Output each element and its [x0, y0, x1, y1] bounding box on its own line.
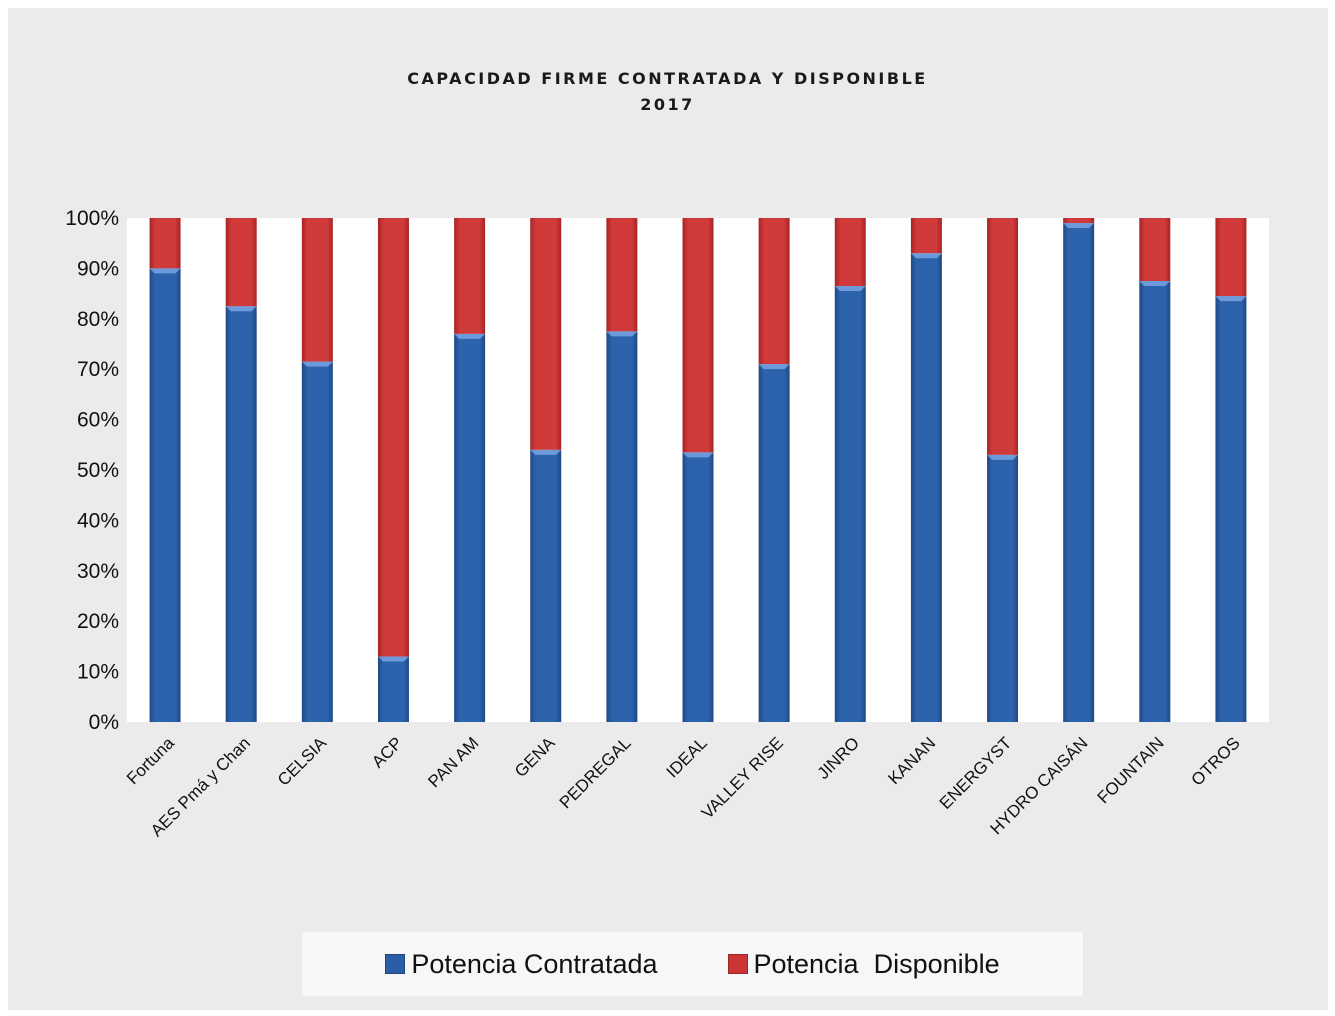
x-tick-label: Fortuna	[123, 733, 178, 788]
x-tick-label: VALLEY RISE	[698, 733, 787, 822]
bar-bevel	[530, 449, 562, 455]
y-tick-label: 40%	[77, 509, 119, 532]
bar-potencia-disponible	[1063, 218, 1095, 224]
bar-potencia-contratada	[225, 306, 257, 722]
bar-potencia-contratada	[606, 331, 638, 722]
y-tick-label: 100%	[65, 207, 119, 230]
bar-bevel	[454, 333, 486, 339]
bar-potencia-disponible	[834, 218, 866, 287]
x-tick-label: CELSIA	[274, 733, 331, 790]
x-tick-label: OTROS	[1188, 733, 1244, 789]
legend-item-disponible: Potencia Disponible	[727, 948, 1000, 980]
bars	[149, 218, 1247, 723]
y-tick-label: 90%	[77, 257, 119, 280]
bar-potencia-contratada	[1215, 296, 1247, 722]
bar-bevel	[758, 364, 790, 370]
x-tick-label: ACP	[368, 733, 406, 771]
bar-potencia-contratada	[910, 253, 942, 722]
bar-potencia-contratada	[454, 333, 486, 722]
y-axis: 0% 10% 20% 30% 40% 50% 60% 70% 80% 90% 100%	[65, 207, 119, 734]
legend-item-contratada: Potencia Contratada	[385, 948, 658, 980]
bar-potencia-disponible	[301, 218, 333, 362]
bar-potencia-disponible	[1215, 218, 1247, 297]
legend-swatch-disponible	[727, 954, 748, 974]
bar-bevel	[225, 306, 257, 312]
bar-bevel	[1139, 281, 1171, 286]
bar-potencia-disponible	[377, 218, 409, 657]
chart-title: CAPACIDAD FIRME CONTRATADA Y DISPONIBLE	[407, 69, 928, 88]
x-tick-label: ENERGYST	[936, 733, 1016, 813]
x-tick-label: KANAN	[884, 733, 939, 788]
bar-potencia-contratada	[1139, 281, 1171, 722]
bar-bevel	[1215, 296, 1247, 302]
x-tick-label: GENA	[511, 733, 559, 781]
bar-bevel	[834, 286, 866, 292]
bar-potencia-contratada	[682, 452, 714, 722]
x-tick-label: FOUNTAIN	[1094, 733, 1168, 807]
y-tick-label: 0%	[89, 711, 119, 734]
x-tick-label: PEDREGAL	[556, 733, 635, 812]
bar-potencia-disponible	[758, 218, 790, 365]
y-tick-label: 80%	[77, 308, 119, 331]
bar-potencia-disponible	[606, 218, 638, 332]
chart-subtitle: 2017	[640, 95, 695, 114]
bar-potencia-disponible	[987, 218, 1019, 455]
bar-bevel	[301, 361, 333, 367]
bar-potencia-disponible	[682, 218, 714, 453]
bar-potencia-disponible	[225, 218, 257, 307]
bar-bevel	[377, 656, 409, 662]
y-tick-label: 20%	[77, 610, 119, 633]
bar-potencia-contratada	[758, 364, 790, 722]
x-tick-label: PAN AM	[424, 733, 482, 791]
legend-swatch-contratada	[385, 954, 406, 974]
y-tick-label: 30%	[77, 560, 119, 583]
bar-bevel	[149, 268, 181, 274]
bar-potencia-contratada	[149, 268, 181, 722]
legend: Potencia Contratada Potencia Disponible	[302, 932, 1083, 996]
chart-title-block: CAPACIDAD FIRME CONTRATADA Y DISPONIBLE …	[0, 66, 1335, 118]
y-tick-label: 50%	[77, 459, 119, 482]
bar-potencia-contratada	[987, 454, 1019, 722]
x-tick-label: JINRO	[814, 733, 863, 782]
bar-potencia-disponible	[454, 218, 486, 334]
legend-label-disponible: Potencia Disponible	[753, 948, 1000, 979]
legend-label-contratada: Potencia Contratada	[411, 948, 658, 979]
bar-potencia-contratada	[377, 656, 409, 722]
bar-potencia-contratada	[1063, 223, 1095, 723]
y-tick-label: 70%	[77, 358, 119, 381]
bar-potencia-disponible	[149, 218, 181, 269]
bar-bevel	[606, 331, 638, 337]
x-tick-label: IDEAL	[663, 733, 711, 781]
bar-bevel	[910, 253, 942, 259]
bar-potencia-contratada	[301, 361, 333, 722]
y-tick-label: 60%	[77, 409, 119, 432]
bar-bevel	[1063, 223, 1095, 229]
bar-potencia-contratada	[834, 286, 866, 722]
y-tick-label: 10%	[77, 661, 119, 684]
bar-potencia-disponible	[530, 218, 562, 450]
bar-bevel	[682, 452, 714, 458]
bar-bevel	[987, 454, 1019, 460]
bar-potencia-disponible	[1139, 218, 1171, 281]
bar-potencia-contratada	[530, 449, 562, 722]
bar-potencia-disponible	[910, 218, 942, 254]
